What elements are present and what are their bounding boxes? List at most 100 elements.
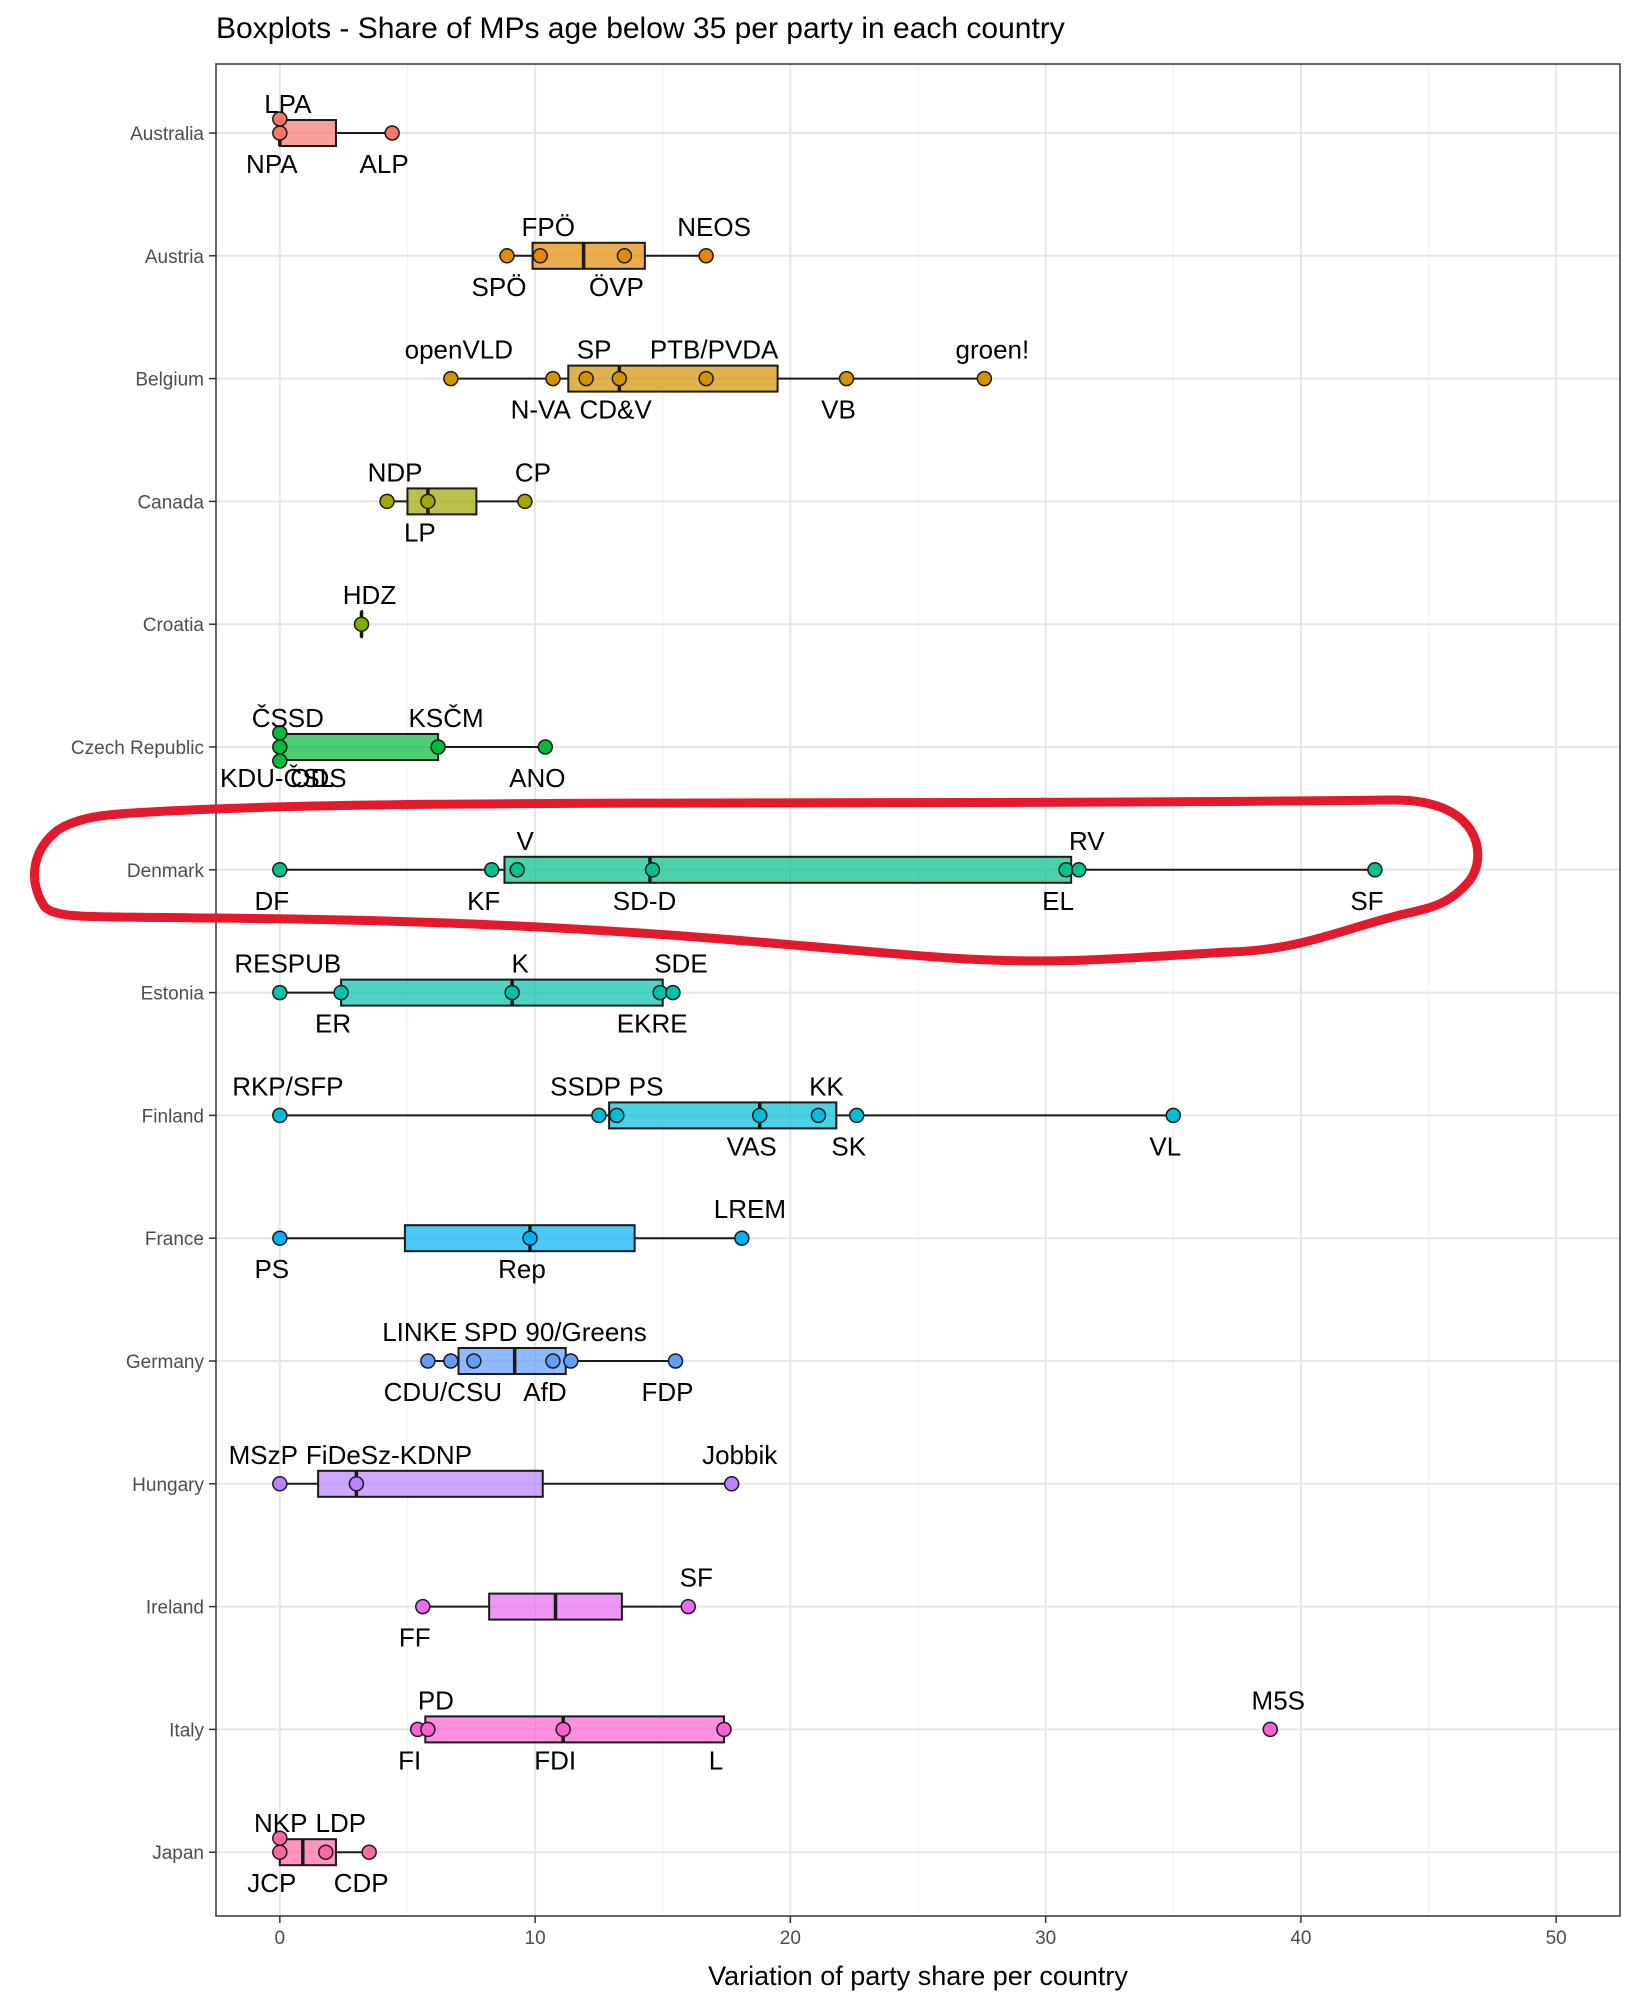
party-label-sk: SK: [831, 1131, 866, 1161]
point-denmark-el: [1058, 862, 1074, 878]
point-japan-jcp: [272, 1830, 288, 1846]
point-germany-linke: [420, 1353, 436, 1369]
x-tick-label: 10: [525, 1928, 546, 1949]
point-finland-ps: [609, 1107, 625, 1124]
point-austria-neos: [698, 248, 714, 264]
point-italy-pd: [420, 1721, 436, 1738]
y-tick-label-australia: Australia: [130, 124, 204, 145]
party-label-fdp: FDP: [641, 1377, 693, 1407]
y-tick-label-germany: Germany: [126, 1352, 205, 1373]
point-belgium-sp: [578, 370, 594, 387]
y-tick-label-estonia: Estonia: [141, 984, 205, 1005]
point-canada-ndp: [379, 493, 395, 510]
point-finland-ssdp: [591, 1107, 607, 1124]
party-label-ano: ANO: [509, 763, 565, 793]
y-tick-label-france: France: [145, 1229, 204, 1250]
y-tick-label-ireland: Ireland: [146, 1598, 204, 1619]
point-japan-ldp: [318, 1844, 334, 1860]
point-czech-republic-cssd: [272, 739, 288, 755]
x-axis-title: Variation of party share per country: [708, 1961, 1128, 1991]
point-italy-m5s: [1262, 1721, 1279, 1738]
party-label-cd-v: CD&V: [579, 395, 652, 425]
point-denmark-sf: [1367, 862, 1383, 878]
point-japan-cdp: [361, 1844, 377, 1860]
party-label-rv: RV: [1069, 826, 1105, 856]
party-label-er: ER: [315, 1009, 351, 1039]
box-australia: [278, 119, 393, 147]
party-label-spo: SPÖ: [472, 272, 527, 302]
party-label-jobbik: Jobbik: [702, 1440, 778, 1470]
party-label-sde: SDE: [654, 949, 707, 979]
party-label-k: K: [511, 949, 529, 979]
box-estonia: [279, 978, 673, 1007]
box-iqr: [503, 855, 1073, 884]
x-tick-label: 0: [275, 1928, 286, 1949]
point-belgium-cd-v: [611, 370, 628, 387]
party-label-jcp: JCP: [247, 1868, 296, 1898]
y-tick-label-croatia: Croatia: [143, 615, 205, 636]
point-denmark-sd-d: [644, 862, 661, 878]
party-label-cdp: CDP: [334, 1868, 389, 1898]
point-canada-lp: [420, 493, 436, 510]
party-label-kf: KF: [467, 886, 500, 916]
party-label-el: EL: [1042, 886, 1074, 916]
point-ireland-ff: [415, 1598, 431, 1615]
point-croatia-hdz: [353, 616, 370, 632]
party-label-rep: Rep: [498, 1254, 546, 1284]
point-france-ps: [272, 1230, 288, 1246]
point-germany-afd: [545, 1353, 561, 1369]
point-australia-alp: [384, 125, 400, 141]
box-iqr: [424, 1715, 725, 1744]
party-label-sf: SF: [680, 1563, 713, 1593]
party-label-ekre: EKRE: [617, 1009, 688, 1039]
point-germany-90-greens: [563, 1353, 579, 1369]
y-tick-label-hungary: Hungary: [132, 1475, 204, 1496]
party-label-cp: CP: [515, 457, 551, 487]
point-czech-republic-ods: [272, 725, 288, 741]
party-label-kdu-csl: KDU-ČSL: [220, 763, 334, 793]
y-tick-label-czech-republic: Czech Republic: [71, 738, 204, 759]
y-tick-label-austria: Austria: [145, 247, 205, 268]
box-iqr: [403, 1224, 636, 1253]
point-belgium-ptb-pvda: [698, 370, 714, 387]
point-denmark-kf: [483, 862, 500, 878]
party-label-n-va: N-VA: [511, 395, 572, 425]
point-czech-republic-kdu-csl: [272, 753, 288, 769]
party-label-mszp: MSzP: [229, 1440, 298, 1470]
party-label-lrem: LREM: [714, 1194, 786, 1224]
party-label-ptb-pvda: PTB/PVDA: [650, 335, 779, 365]
party-label-90-greens: 90/Greens: [525, 1317, 646, 1347]
party-label-alp: ALP: [360, 149, 409, 179]
party-label-lp: LP: [404, 517, 436, 547]
box-france: [279, 1224, 742, 1253]
party-label-sd-d: SD-D: [613, 886, 677, 916]
box-iqr: [340, 978, 664, 1007]
party-label-vl: VL: [1149, 1131, 1181, 1161]
party-label-linke: LINKE: [382, 1317, 457, 1347]
point-canada-cp: [517, 493, 533, 510]
point-ireland-sf: [680, 1598, 697, 1615]
box-iqr: [406, 487, 478, 516]
point-estonia-er: [333, 984, 349, 1001]
party-label-kk: KK: [809, 1071, 844, 1101]
party-label-afd: AfD: [523, 1377, 566, 1407]
party-label-df: DF: [254, 886, 289, 916]
party-label-kscm: KSČM: [409, 703, 484, 733]
party-label-nkp: NKP: [254, 1808, 307, 1838]
party-label-v: V: [517, 826, 535, 856]
box-iqr: [608, 1101, 838, 1130]
point-denmark-v: [509, 862, 525, 878]
point-australia-lpa: [272, 125, 288, 141]
point-hungary-mszp: [272, 1476, 288, 1492]
point-finland-vl: [1165, 1107, 1182, 1124]
point-estonia-respub: [272, 984, 288, 1001]
point-germany-fdp: [667, 1353, 684, 1369]
point-japan-nkp: [272, 1844, 288, 1860]
party-label-rkp-sfp: RKP/SFP: [232, 1071, 343, 1101]
party-label-neos: NEOS: [677, 212, 751, 242]
box-denmark: [279, 855, 1375, 884]
y-tick-label-finland: Finland: [142, 1106, 204, 1127]
point-italy-l: [716, 1721, 732, 1738]
point-germany-spd: [466, 1353, 482, 1369]
